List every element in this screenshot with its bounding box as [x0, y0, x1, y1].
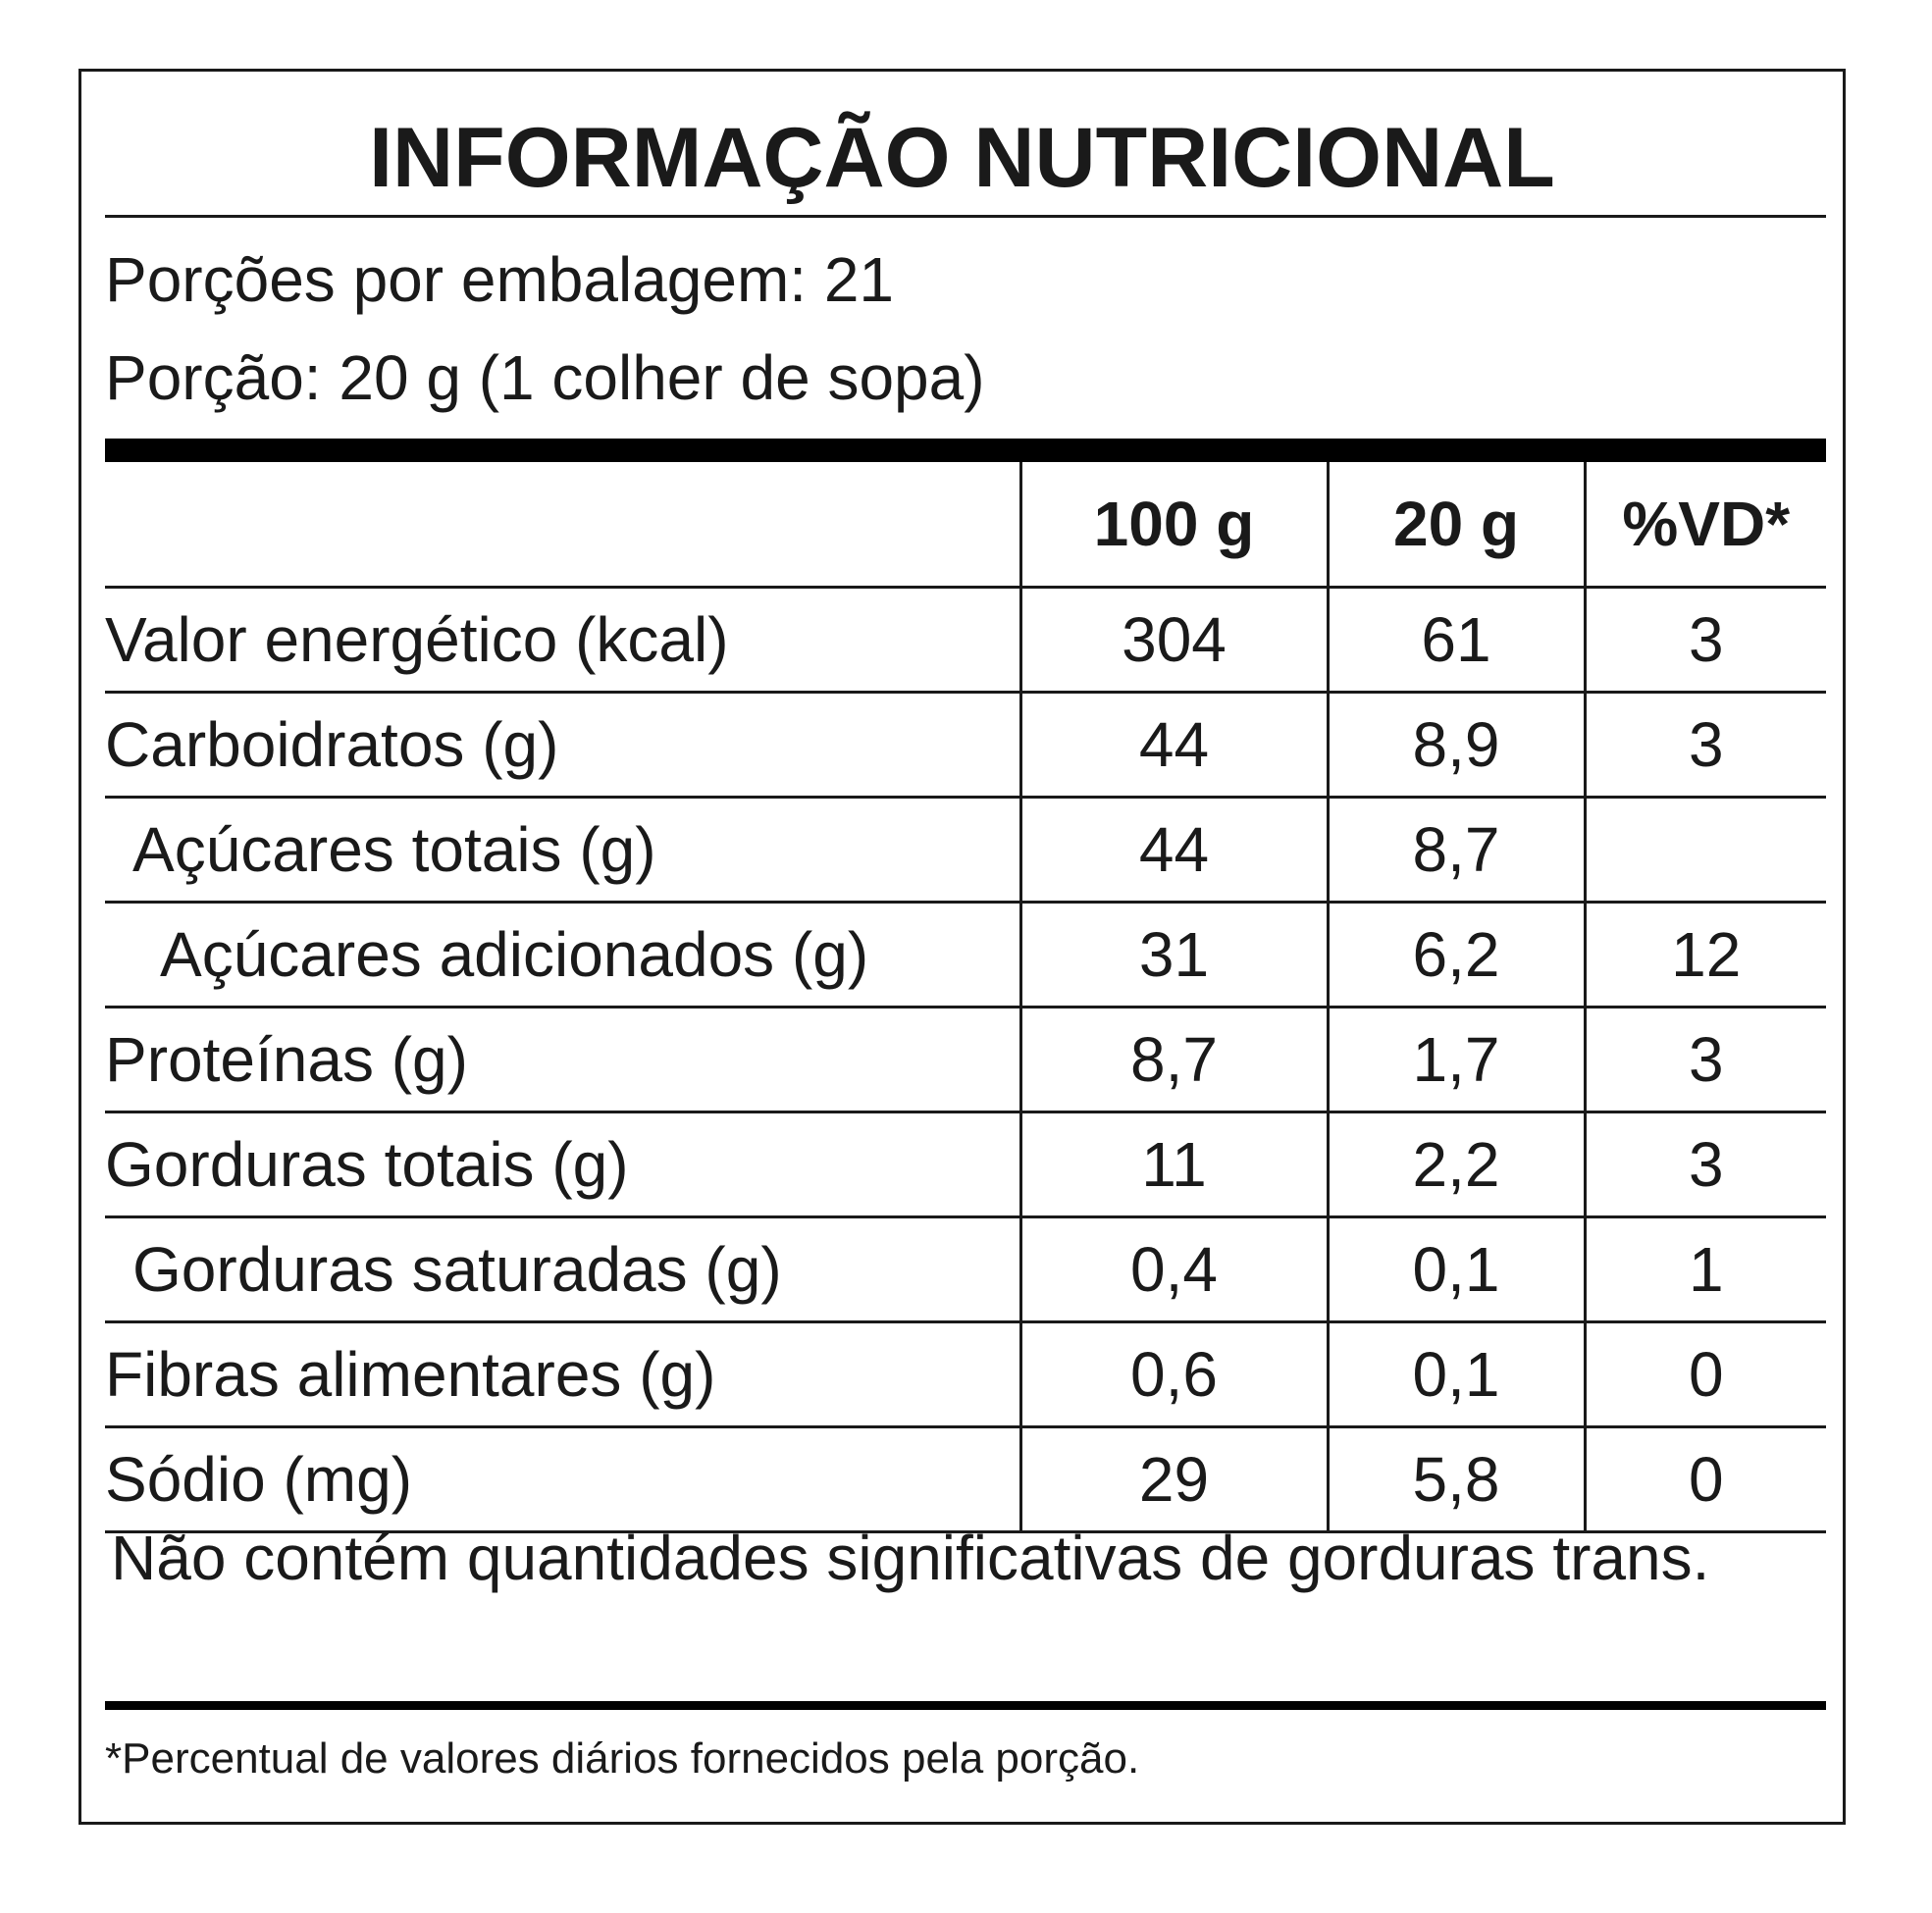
servings-per-package: Porções por embalagem: 21: [105, 244, 894, 315]
value-per-serving: 0,1: [1326, 1321, 1585, 1428]
daily-value-percent: 3: [1583, 1112, 1826, 1218]
nutrient-name: Valor energético (kcal): [105, 587, 1020, 694]
value-per-100g: 44: [1018, 692, 1328, 799]
table-row: Fibras alimentares (g) 0,6 0,1 0: [105, 1321, 1826, 1428]
daily-value-footnote: *Percentual de valores diários fornecido…: [105, 1734, 1140, 1783]
nutrient-name: Proteínas (g): [105, 1007, 1020, 1113]
table-row: Açúcares adicionados (g) 31 6,2 12: [105, 902, 1826, 1008]
nutrient-rows: Valor energético (kcal) 304 61 3 Carboidrato…: [105, 587, 1826, 1533]
daily-value-percent: 0: [1583, 1426, 1826, 1533]
value-per-100g: 29: [1018, 1426, 1328, 1533]
value-per-serving: 61: [1326, 587, 1585, 694]
value-per-serving: 6,2: [1326, 902, 1585, 1008]
trans-fat-note: Não contém quantidades significativas de…: [111, 1523, 1710, 1593]
table-row: Gorduras totais (g) 11 2,2 3: [105, 1112, 1826, 1218]
value-per-100g: 44: [1018, 797, 1328, 904]
nutrient-name: Fibras alimentares (g): [105, 1321, 1020, 1428]
value-per-serving: 2,2: [1326, 1112, 1585, 1218]
value-per-100g: 8,7: [1018, 1007, 1328, 1113]
header-per-100g: 100 g: [1018, 462, 1328, 589]
nutrient-name: Sódio (mg): [105, 1426, 1020, 1533]
table-row: Gorduras saturadas (g) 0,4 0,1 1: [105, 1216, 1826, 1323]
serving-size: Porção: 20 g (1 colher de sopa): [105, 342, 985, 413]
table-row: Carboidratos (g) 44 8,9 3: [105, 692, 1826, 799]
table-row: Proteínas (g) 8,7 1,7 3: [105, 1007, 1826, 1113]
value-per-serving: 8,7: [1326, 797, 1585, 904]
nutrition-facts-label: INFORMAÇÃO NUTRICIONAL Porções por embal…: [78, 69, 1846, 1825]
daily-value-percent: 12: [1583, 902, 1826, 1008]
value-per-100g: 0,4: [1018, 1216, 1328, 1323]
daily-value-percent: 1: [1583, 1216, 1826, 1323]
nutrient-table: 100 g 20 g %VD* Valor energético (kcal) 3…: [105, 462, 1826, 1533]
value-per-serving: 8,9: [1326, 692, 1585, 799]
header-daily-value: %VD*: [1583, 462, 1826, 589]
table-row: Valor energético (kcal) 304 61 3: [105, 587, 1826, 694]
nutrient-name: Gorduras saturadas (g): [105, 1216, 1020, 1323]
nutrient-name: Gorduras totais (g): [105, 1112, 1020, 1218]
value-per-100g: 11: [1018, 1112, 1328, 1218]
table-row: Açúcares totais (g) 44 8,7: [105, 797, 1826, 904]
value-per-100g: 0,6: [1018, 1321, 1328, 1428]
value-per-serving: 5,8: [1326, 1426, 1585, 1533]
value-per-serving: 0,1: [1326, 1216, 1585, 1323]
value-per-100g: 304: [1018, 587, 1328, 694]
table-header-row: 100 g 20 g %VD*: [105, 462, 1826, 589]
header-nutrient: [105, 462, 1020, 589]
nutrient-name: Açúcares totais (g): [105, 797, 1020, 904]
daily-value-percent: 3: [1583, 587, 1826, 694]
label-title: INFORMAÇÃO NUTRICIONAL: [369, 111, 1555, 205]
daily-value-percent: 3: [1583, 1007, 1826, 1113]
nutrient-name: Açúcares adicionados (g): [105, 902, 1020, 1008]
value-per-100g: 31: [1018, 902, 1328, 1008]
value-per-serving: 1,7: [1326, 1007, 1585, 1113]
title-divider: [105, 215, 1826, 218]
daily-value-percent: [1583, 797, 1826, 904]
daily-value-percent: 0: [1583, 1321, 1826, 1428]
thick-divider: [105, 439, 1826, 462]
header-per-serving: 20 g: [1326, 462, 1585, 589]
table-row: Sódio (mg) 29 5,8 0: [105, 1426, 1826, 1533]
daily-value-percent: 3: [1583, 692, 1826, 799]
nutrient-name: Carboidratos (g): [105, 692, 1020, 799]
footnote-divider: [105, 1701, 1826, 1710]
